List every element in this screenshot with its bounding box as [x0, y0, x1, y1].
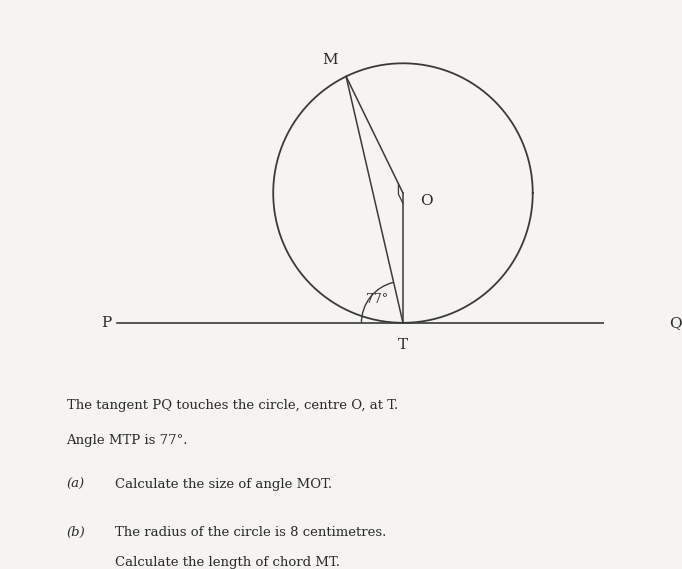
Text: M: M — [323, 53, 338, 67]
Text: (a): (a) — [67, 478, 85, 491]
Text: Angle MTP is 77°.: Angle MTP is 77°. — [67, 434, 188, 447]
Text: Calculate the length of chord MT.: Calculate the length of chord MT. — [115, 556, 340, 569]
Text: (b): (b) — [67, 526, 85, 539]
Text: 77°: 77° — [366, 292, 388, 306]
Text: The tangent PQ touches the circle, centre O, at T.: The tangent PQ touches the circle, centr… — [67, 399, 398, 413]
Text: T: T — [398, 339, 408, 352]
Text: O: O — [420, 194, 432, 208]
Text: P: P — [101, 316, 111, 330]
Text: The radius of the circle is 8 centimetres.: The radius of the circle is 8 centimetre… — [115, 526, 386, 539]
Text: Calculate the size of angle MOT.: Calculate the size of angle MOT. — [115, 478, 331, 491]
Text: Q: Q — [669, 316, 681, 330]
